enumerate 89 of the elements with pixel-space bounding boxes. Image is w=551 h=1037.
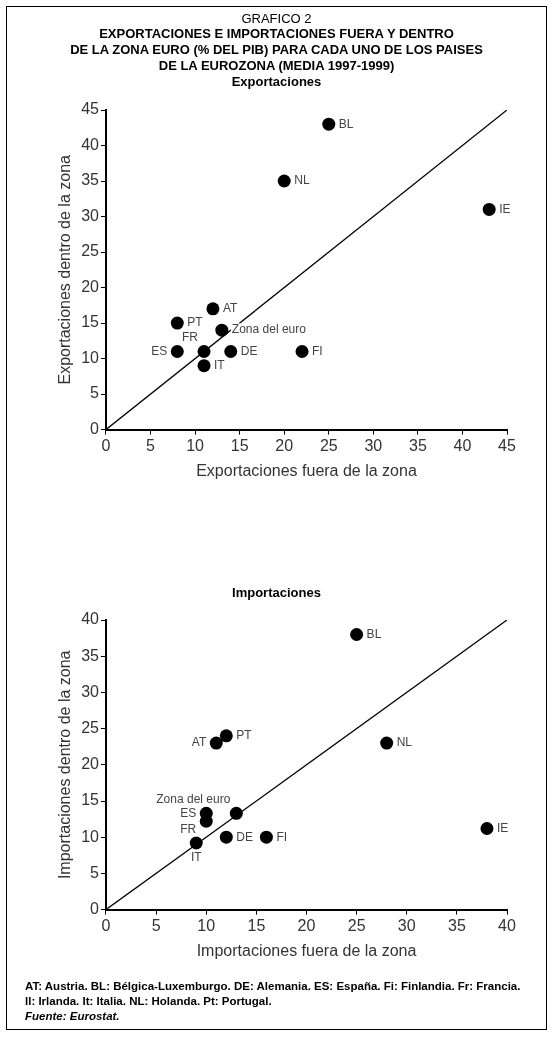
point	[206, 302, 220, 316]
y-tick-label: 35	[81, 646, 100, 664]
x-tick-label: 30	[397, 916, 416, 934]
point	[482, 202, 496, 216]
x-tick-label: 20	[297, 916, 316, 934]
y-axis-title: Exportaciones dentro de la zona	[56, 154, 74, 385]
y-axis-title: Importaciones dentro de la zona	[56, 650, 74, 880]
y-tick-label: 30	[81, 206, 100, 224]
annotation: IT	[190, 850, 203, 865]
annotation: IE	[499, 201, 511, 216]
x-axis-title: Importaciones fuera de la zona	[196, 941, 417, 959]
x-tick-label: 10	[197, 916, 216, 934]
y-tick-label: 35	[81, 171, 100, 189]
y-tick-label: 40	[81, 610, 100, 628]
chart-subtitle: EXPORTACIONES E IMPORTACIONES FUERA Y DENTRO DE LA ZONA EURO (% DEL PIB) PARA CADA UNO DE LOS PAISES DE LA EUROZONA (MEDIA 1997-1999) Exportaciones	[69, 26, 484, 90]
y-tick-label: 10	[81, 348, 100, 366]
annotation: NL	[396, 735, 413, 750]
point	[219, 830, 233, 844]
y-tick-label: 0	[90, 420, 100, 438]
x-tick-label: 10	[186, 436, 205, 454]
point	[277, 174, 291, 188]
annotation: PT	[236, 728, 253, 743]
x-tick-label: 0	[101, 436, 111, 454]
annotation: Zona del euro	[156, 791, 231, 806]
y-tick-label: 20	[81, 277, 100, 295]
x-tick-label: 25	[319, 436, 338, 454]
point	[170, 316, 184, 330]
annotation: IT	[214, 357, 226, 372]
y-tick-label: 5	[90, 384, 100, 402]
annotation: BL	[366, 626, 382, 641]
x-tick-label: 45	[498, 436, 516, 454]
x-tick-label: 30	[364, 436, 383, 454]
annotation: AT	[222, 301, 239, 316]
annotation: FI	[312, 343, 323, 358]
x-tick-label: 40	[453, 436, 472, 454]
text: AT: Austria. BL: Bélgica-Luxemburgo. DE: Alemania. ES: España. Fi: Finlandia. Fr: Francia. Il: Irlanda. It: Italia. NL: Holanda. Pt: Portugal.	[25, 979, 522, 1009]
x-tick-label: 5	[146, 436, 156, 454]
y-tick-label: 15	[81, 791, 100, 809]
x-tick-label: 15	[247, 916, 266, 934]
annotation: FI	[276, 829, 288, 844]
point	[229, 806, 243, 820]
y-tick-label: 25	[81, 242, 100, 260]
point	[197, 359, 211, 373]
y-tick-label: 40	[81, 135, 100, 153]
source-note: Fuente: Eurostat.	[25, 1009, 121, 1024]
annotation: Zona del euro	[231, 322, 307, 337]
annotation: FR	[180, 821, 197, 836]
y-tick-label: 5	[90, 863, 100, 881]
x-tick-label: 35	[408, 436, 427, 454]
point	[380, 736, 394, 750]
y-tick-label: 20	[81, 755, 100, 773]
point	[295, 344, 309, 358]
x-tick-label: 0	[101, 916, 111, 934]
x-tick-label: 15	[230, 436, 249, 454]
annotation: PT	[187, 315, 204, 330]
chart-title: Importaciones	[231, 585, 322, 600]
annotation: BL	[338, 116, 354, 131]
point	[197, 344, 211, 358]
annotation: DE	[236, 829, 253, 844]
point	[189, 836, 203, 850]
annotation: AT	[191, 735, 207, 750]
x-tick-label: 25	[347, 916, 366, 934]
annotation: IE	[496, 820, 509, 835]
point	[170, 344, 184, 358]
annotation: ES	[180, 805, 197, 820]
y-tick-label: 45	[81, 100, 100, 118]
x-tick-label: 5	[151, 916, 161, 934]
chart-title: GRAFICO 2	[240, 11, 313, 26]
point	[224, 344, 238, 358]
point	[480, 822, 494, 836]
point	[259, 830, 273, 844]
point	[219, 729, 233, 743]
x-tick-label: 20	[275, 436, 294, 454]
annotation: FR	[182, 329, 199, 344]
point	[350, 627, 364, 641]
point	[322, 117, 336, 131]
y-tick-label: 30	[81, 682, 100, 700]
y-tick-label: 15	[81, 313, 100, 331]
y-tick-label: 25	[81, 719, 100, 737]
x-tick-label: 40	[498, 916, 516, 934]
x-tick-label: 35	[447, 916, 466, 934]
point	[209, 736, 223, 750]
y-tick-label: 0	[90, 900, 100, 918]
point	[215, 323, 229, 337]
x-axis-title: Exportaciones fuera de la zona	[196, 461, 417, 479]
y-tick-label: 10	[81, 827, 100, 845]
annotation: DE	[240, 343, 258, 358]
annotation: NL	[294, 173, 310, 188]
annotation: ES	[151, 343, 168, 358]
